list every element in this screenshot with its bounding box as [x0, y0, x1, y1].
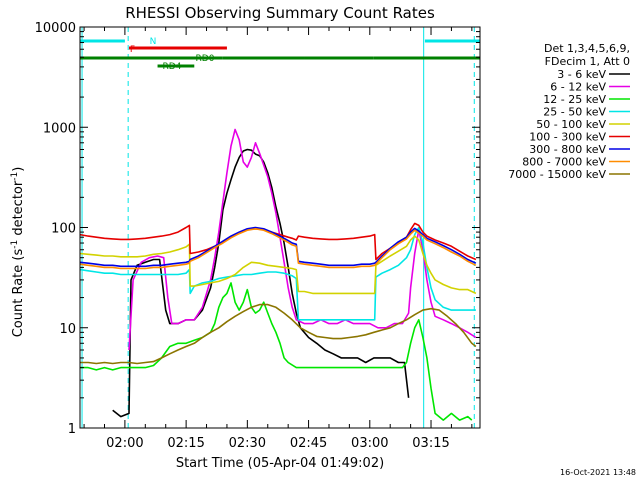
x-tick-label: 02:00	[106, 436, 143, 451]
y-tick-label: 100	[51, 222, 76, 237]
y-axis-label-mid: detector	[11, 180, 26, 240]
y-axis-label-sup1: -1	[10, 240, 20, 249]
x-axis-label: Start Time (05-Apr-04 01:49:02)	[176, 456, 384, 471]
series-line	[112, 148, 410, 418]
legend-entry-label: 6 - 12 keV	[550, 81, 606, 94]
x-tick-label: 02:45	[290, 436, 327, 451]
series-line	[80, 282, 473, 421]
x-tick-label: 02:15	[167, 436, 204, 451]
legend-entry-label: 25 - 50 keV	[543, 106, 606, 119]
legend-entry-label: 7000 - 15000 keV	[508, 168, 606, 181]
series-line	[80, 303, 477, 365]
legend-entry-label: 100 - 300 keV	[529, 131, 606, 144]
x-tick-label: 03:00	[351, 436, 388, 451]
y-axis-label-sup2: -1	[10, 172, 20, 181]
state-bar-label: RD4	[163, 62, 182, 72]
y-tick-label: 1	[68, 422, 76, 437]
series-line	[79, 226, 477, 268]
legend-entry-label: 800 - 7000 keV	[522, 156, 606, 169]
state-bar-label: N	[150, 37, 157, 47]
series-line	[79, 228, 477, 270]
y-tick-label: 1000	[43, 121, 76, 136]
legend: Det 1,3,4,5,6,9, FDecim 1, Att 0 3 - 6 k…	[508, 42, 630, 181]
axes: 1 10 100 1000 10000 02:00 02:15 02:30 02:45 03:00…	[35, 21, 481, 451]
x-tick-label: 02:30	[229, 436, 266, 451]
state-bar-label: F	[130, 45, 135, 55]
series-line	[128, 128, 477, 351]
series-line	[79, 222, 477, 261]
x-tick-label: 03:15	[412, 436, 449, 451]
y-tick-label: 10000	[35, 21, 76, 36]
chart-title: RHESSI Observing Summary Count Rates	[125, 4, 435, 22]
y-axis-label-main: Count Rate (s	[11, 249, 26, 338]
legend-entry-label: 300 - 800 keV	[529, 143, 606, 156]
legend-entry-label: 50 - 100 keV	[536, 118, 606, 131]
legend-entry-label: 12 - 25 keV	[543, 93, 606, 106]
y-tick-label: 10	[59, 322, 76, 337]
y-axis-label-end: )	[11, 167, 26, 172]
series-line	[79, 235, 477, 295]
legend-entry-label: 3 - 6 keV	[557, 68, 606, 81]
plot-area: N F RD0 RD4	[79, 27, 480, 428]
state-bar-label: RD0	[196, 54, 215, 64]
y-axis-label: Count Rate (s-1 detector-1)	[10, 167, 26, 338]
legend-header-line-1: Det 1,3,4,5,6,9,	[544, 42, 630, 55]
footer-timestamp: 16-Oct-2021 13:48	[560, 468, 636, 477]
legend-header-line-2: FDecim 1, Att 0	[545, 55, 630, 68]
